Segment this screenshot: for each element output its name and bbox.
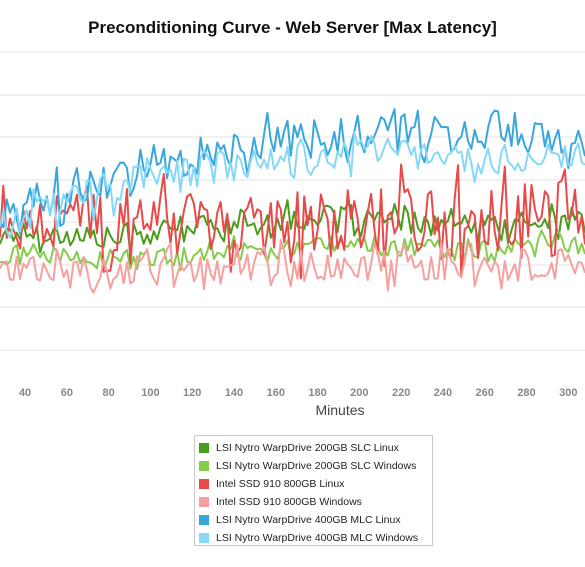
legend-label: Intel SSD 910 800GB Linux xyxy=(216,478,345,490)
x-tick-label: 240 xyxy=(434,387,452,399)
legend-label: LSI Nytro WarpDrive 200GB SLC Windows xyxy=(216,460,417,472)
legend-swatch xyxy=(199,479,209,489)
legend-swatch xyxy=(199,461,209,471)
legend-swatch xyxy=(199,533,209,543)
legend-item: LSI Nytro WarpDrive 400GB MLC Linux xyxy=(199,511,432,529)
legend-swatch xyxy=(199,443,209,453)
x-tick-label: 300 xyxy=(559,387,577,399)
x-tick-label: 220 xyxy=(392,387,410,399)
x-tick-label: 140 xyxy=(225,387,243,399)
series-line xyxy=(0,131,585,239)
legend-item: Intel SSD 910 800GB Linux xyxy=(199,475,432,493)
x-tick-label: 120 xyxy=(183,387,201,399)
x-tick-label: 100 xyxy=(141,387,159,399)
legend-item: Intel SSD 910 800GB Windows xyxy=(199,493,432,511)
legend-item: LSI Nytro WarpDrive 200GB SLC Windows xyxy=(199,457,432,475)
x-tick-label: 280 xyxy=(517,387,535,399)
legend-item: LSI Nytro WarpDrive 400GB MLC Windows xyxy=(199,529,432,547)
series-line xyxy=(0,239,585,294)
series-line xyxy=(0,199,585,256)
legend-label: LSI Nytro WarpDrive 400GB MLC Linux xyxy=(216,514,401,526)
legend: LSI Nytro WarpDrive 200GB SLC Linux LSI N… xyxy=(194,435,433,546)
legend-item: LSI Nytro WarpDrive 200GB SLC Linux xyxy=(199,439,432,457)
x-tick-label: 160 xyxy=(267,387,285,399)
series-lines xyxy=(0,108,585,294)
x-tick-label: 260 xyxy=(476,387,494,399)
x-tick-label: 80 xyxy=(103,387,115,399)
legend-swatch xyxy=(199,497,209,507)
legend-label: LSI Nytro WarpDrive 200GB SLC Linux xyxy=(216,442,399,454)
legend-label: LSI Nytro WarpDrive 400GB MLC Windows xyxy=(216,532,419,544)
x-axis-title: Minutes xyxy=(315,402,365,418)
x-tick-labels: 40 60 80 100 120 140 160 180 200 220 240 260 280 300 xyxy=(19,387,578,399)
series-line xyxy=(0,108,585,235)
line-chart: 40 60 80 100 120 140 160 180 200 220 240 260 280 300 xyxy=(0,51,585,399)
x-tick-label: 40 xyxy=(19,387,31,399)
x-tick-label: 200 xyxy=(350,387,368,399)
legend-swatch xyxy=(199,515,209,525)
x-tick-label: 60 xyxy=(61,387,73,399)
chart-title: Preconditioning Curve - Web Server [Max … xyxy=(88,18,497,37)
series-line xyxy=(0,163,585,280)
x-tick-label: 180 xyxy=(308,387,326,399)
legend-label: Intel SSD 910 800GB Windows xyxy=(216,496,362,508)
